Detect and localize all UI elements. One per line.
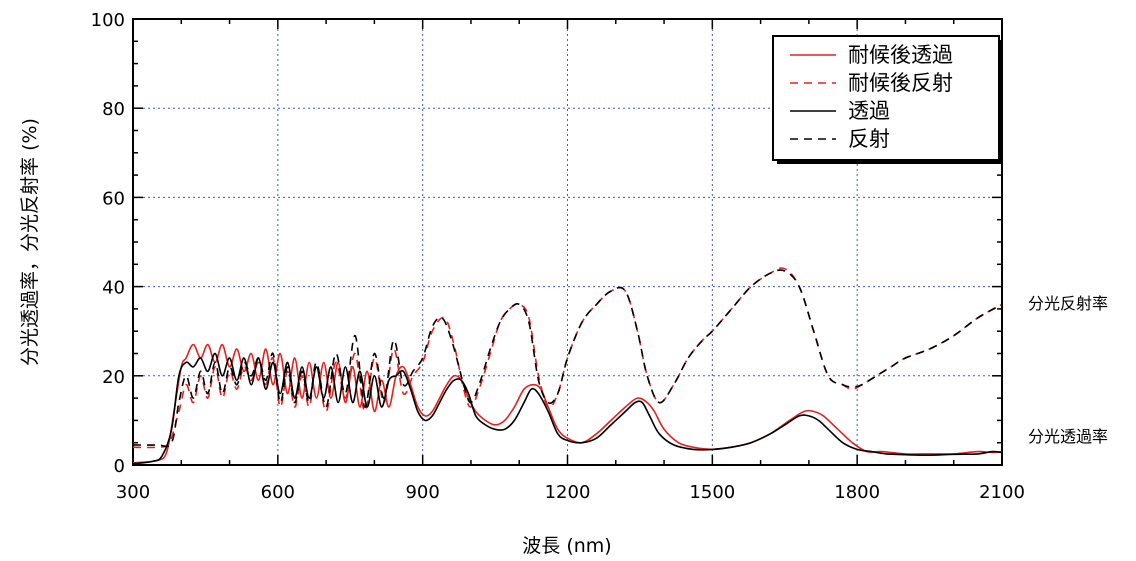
legend-label-aged-reflectance: 耐候後反射 (848, 71, 953, 95)
legend-label-aged-transmittance: 耐候後透過 (848, 43, 953, 67)
x-tick-label: 1800 (834, 482, 880, 503)
y-tick-label: 20 (102, 367, 125, 388)
x-axis-title: 波長 (nm) (522, 535, 611, 557)
x-axis: 300 600 900 1200 1500 1800 2100 (116, 19, 1025, 503)
series-line-transmittance (132, 352, 1003, 465)
x-tick-label: 2100 (979, 482, 1025, 503)
legend-label-transmittance: 透過 (848, 99, 890, 123)
y-tick-label: 60 (102, 188, 125, 209)
y-tick-label: 0 (114, 456, 125, 477)
x-tick-label: 1500 (689, 482, 735, 503)
legend: 耐候後透過 耐候後反射 透過 反射 (772, 35, 1003, 164)
x-tick-label: 600 (261, 482, 295, 503)
annotation-reflectance: 分光反射率 (1028, 294, 1108, 313)
y-tick-label: 40 (102, 278, 125, 299)
y-axis: 0 20 40 60 80 100 (91, 10, 1002, 477)
plot-series (132, 267, 1003, 465)
annotation-transmittance: 分光透過率 (1028, 427, 1108, 446)
series-line-aged-reflectance (132, 267, 1003, 449)
x-tick-label: 1200 (545, 482, 591, 503)
y-tick-label: 100 (91, 10, 125, 31)
y-axis-title: 分光透過率，分光反射率 (%) (19, 118, 41, 366)
y-tick-label: 80 (102, 99, 125, 120)
legend-label-reflectance: 反射 (848, 127, 890, 151)
x-tick-label: 300 (116, 482, 150, 503)
series-line-reflectance (132, 269, 1003, 448)
x-tick-label: 900 (405, 482, 439, 503)
